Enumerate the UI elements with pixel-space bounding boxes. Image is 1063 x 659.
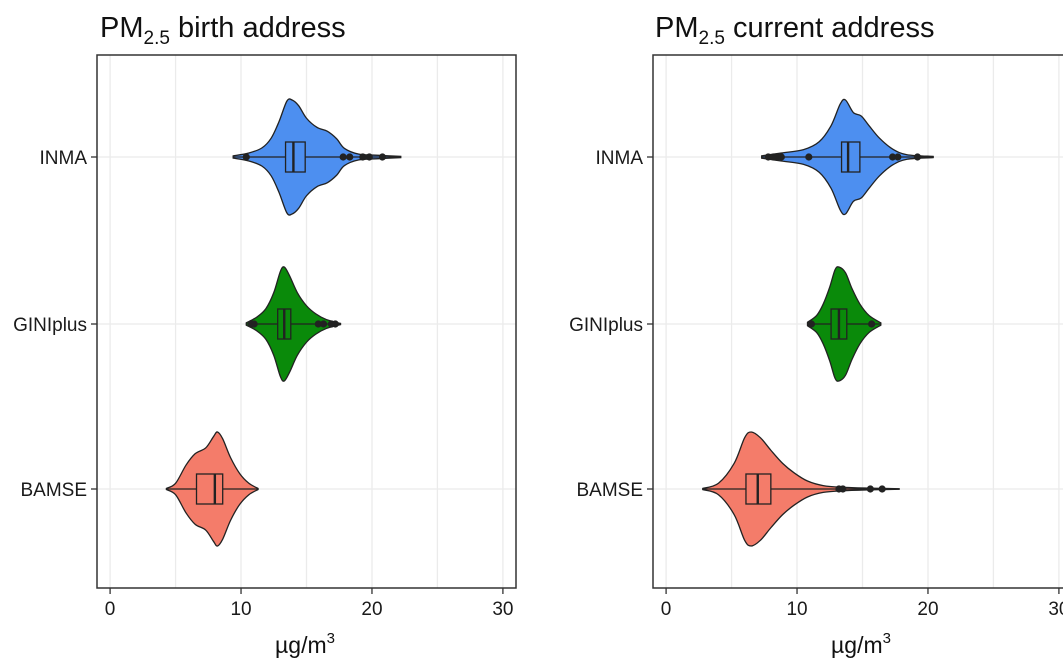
outlier-point [339, 153, 347, 161]
outlier-point [319, 320, 328, 328]
y-category-label: GINIplus [569, 315, 643, 336]
violin-inma [761, 98, 934, 216]
box [195, 473, 224, 505]
x-tick-labels: 0 10 20 30 [661, 588, 1063, 620]
outlier-point [314, 320, 322, 328]
outlier-point [894, 153, 902, 161]
y-category-labels: INMA GINIplus BAMSE [13, 148, 97, 501]
outlier-point [777, 153, 785, 161]
x-tick-label: 10 [786, 599, 807, 620]
y-category-label: GINIplus [13, 315, 87, 336]
outlier-point [868, 320, 876, 328]
outlier-point [359, 153, 367, 161]
outlier-point [913, 153, 922, 161]
chart-title: PM2.5 current address [655, 12, 934, 49]
x-tick-label: 30 [492, 599, 513, 620]
outlier-point [331, 320, 339, 328]
plot-frame [96, 54, 517, 589]
box [840, 141, 861, 173]
x-axis-label: µg/m3 [275, 630, 335, 658]
outlier-point [878, 485, 886, 493]
outlier-point [889, 153, 897, 161]
x-tick-label: 30 [1048, 599, 1063, 620]
panel-birth-address: PM2.5 birth address 0 10 20 30 INMA GINIplus… [13, 12, 517, 658]
y-category-label: BAMSE [576, 480, 643, 501]
x-tick-label: 20 [361, 599, 382, 620]
box [284, 141, 306, 173]
outlier-point [807, 320, 816, 328]
x-tick-label: 0 [105, 599, 116, 620]
outlier-point [242, 153, 250, 161]
outlier-point [764, 153, 772, 161]
violin-bamse [702, 431, 900, 547]
violin-bamse [165, 431, 259, 547]
violins [165, 98, 402, 547]
x-axis-label: µg/m3 [831, 630, 891, 658]
outlier-point [839, 485, 847, 493]
violin-giniplus [806, 266, 882, 382]
x-tick-label: 0 [661, 599, 672, 620]
chart-title: PM2.5 birth address [100, 12, 346, 49]
x-tick-label: 10 [230, 599, 251, 620]
y-category-label: INMA [596, 148, 644, 169]
outlier-point [346, 153, 354, 161]
outlier-point [866, 485, 874, 493]
y-category-label: INMA [40, 148, 88, 169]
plot-frame [652, 54, 1063, 589]
outlier-point [805, 153, 813, 161]
violins [702, 98, 934, 547]
x-tick-labels: 0 10 20 30 [105, 588, 513, 620]
y-category-label: BAMSE [20, 480, 87, 501]
outlier-point [250, 320, 258, 328]
panel-current-address: PM2.5 current address 0 10 20 30 INMA GINIpl… [569, 12, 1063, 658]
outlier-point [378, 153, 387, 161]
violin-inma [232, 98, 402, 216]
y-category-labels: INMA GINIplus BAMSE [569, 148, 653, 501]
violin-giniplus [245, 266, 342, 382]
violin-shape [806, 266, 882, 382]
x-tick-label: 20 [917, 599, 938, 620]
outlier-point [365, 153, 373, 161]
